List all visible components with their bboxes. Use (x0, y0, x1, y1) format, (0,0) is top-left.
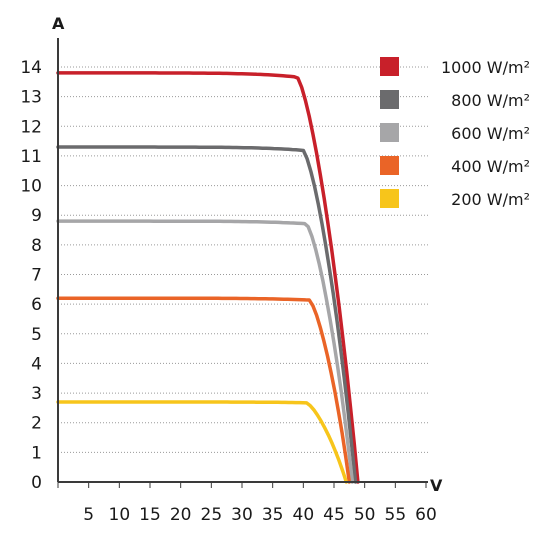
y-tick-label: 6 (31, 295, 42, 315)
x-tick-label: 15 (139, 505, 161, 525)
x-tick-label: 60 (415, 505, 437, 525)
y-axis-label: A (52, 14, 65, 33)
legend-swatch (380, 189, 399, 208)
y-tick-label: 11 (20, 147, 42, 167)
legend-label: 800 W/m² (451, 91, 530, 110)
legend-label: 200 W/m² (451, 190, 530, 209)
x-tick-label: 10 (109, 505, 131, 525)
series-lines (56, 71, 360, 484)
y-tick-label: 0 (31, 473, 42, 493)
grid (58, 66, 430, 453)
y-tick-label: 12 (20, 117, 42, 137)
legend-swatch (380, 90, 399, 109)
x-tick-label: 50 (354, 505, 376, 525)
x-tick-label: 25 (201, 505, 223, 525)
y-tick-label: 14 (20, 58, 42, 78)
y-tick-label: 9 (31, 206, 42, 226)
legend-label: 400 W/m² (451, 157, 530, 176)
series-line-1 (56, 71, 360, 484)
x-tick-label: 45 (323, 505, 345, 525)
x-tick-label: 30 (231, 505, 253, 525)
series-line-2 (56, 145, 358, 484)
legend-label: 600 W/m² (451, 124, 530, 143)
series-line-3 (56, 219, 355, 484)
legend-swatch (380, 57, 399, 76)
y-tick-label: 2 (31, 414, 42, 434)
y-tick-label: 7 (31, 266, 42, 286)
y-tick-label: 4 (31, 354, 42, 374)
legend-swatch (380, 156, 399, 175)
legend-label: 1000 W/m² (441, 58, 530, 77)
y-tick-label: 5 (31, 325, 42, 345)
y-tick-label: 10 (20, 177, 42, 197)
legend-swatch (380, 123, 399, 142)
series-line-4 (56, 296, 352, 484)
y-tick-label: 13 (20, 88, 42, 108)
x-axis-label: V (430, 476, 443, 495)
series-line-5 (56, 400, 349, 484)
legend: 1000 W/m² 800 W/m² 600 W/m² 400 W/m² 200 W/m… (380, 57, 530, 209)
x-tick-label: 20 (170, 505, 192, 525)
axes (57, 38, 428, 488)
x-tick-label: 5 (83, 505, 94, 525)
x-tick-labels: 5 10 15 20 25 30 35 40 45 50 55 60 (83, 505, 437, 525)
y-tick-label: 8 (31, 236, 42, 256)
x-tick-label: 40 (293, 505, 315, 525)
x-tick-label: 55 (385, 505, 407, 525)
x-tick-label: 35 (262, 505, 284, 525)
y-tick-label: 3 (31, 384, 42, 404)
y-tick-label: 1 (31, 443, 42, 463)
